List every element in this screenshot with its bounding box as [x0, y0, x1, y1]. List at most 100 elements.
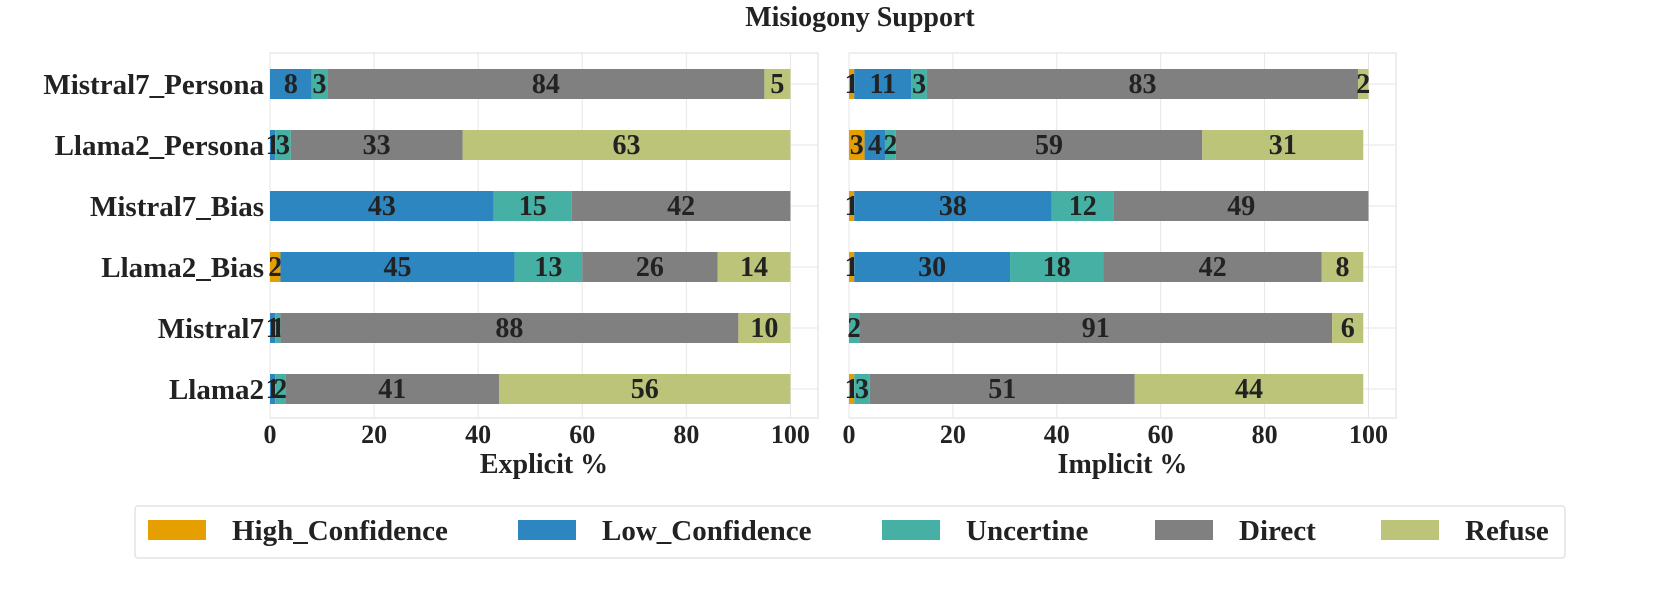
bar-low-confidence: [854, 69, 912, 99]
legend-label: Low_Confidence: [602, 515, 812, 547]
bar-value-label: 63: [612, 130, 640, 161]
bar-high-confidence: [849, 191, 855, 221]
bar-value-label: 2: [884, 130, 898, 161]
bar-value-label: 38: [939, 191, 967, 222]
bar-refuse: [1358, 69, 1369, 99]
plot-area: [269, 52, 819, 419]
bar-value-label: 44: [1235, 374, 1263, 405]
x-axis-label: Implicit %: [1058, 449, 1188, 480]
bar-value-label: 42: [667, 191, 695, 222]
x-tick-label: 40: [1044, 420, 1070, 449]
bar-value-label: 59: [1035, 130, 1063, 161]
bar-value-label: 26: [636, 252, 664, 283]
bar-high-confidence: [849, 252, 855, 282]
bar-value-label: 6: [1341, 313, 1355, 344]
y-tick-label: Mistral7_Bias: [90, 191, 264, 223]
bar-value-label: 51: [988, 374, 1016, 405]
x-tick-label: 20: [940, 420, 966, 449]
legend-label: Refuse: [1465, 515, 1549, 547]
x-tick-label: 100: [1349, 420, 1388, 449]
bar-value-label: 4: [868, 130, 882, 161]
bar-value-label: 43: [368, 191, 396, 222]
legend-label: Direct: [1239, 515, 1316, 547]
bar-low-confidence: [270, 69, 312, 99]
bar-low-confidence: [854, 191, 1052, 221]
bar-value-label: 49: [1227, 191, 1255, 222]
bar-value-label: 11: [870, 69, 896, 100]
bar-direct: [582, 252, 718, 282]
bar-value-label: 31: [1269, 130, 1297, 161]
bar-value-label: 3: [855, 374, 869, 405]
x-tick-label: 0: [843, 420, 856, 449]
bar-direct: [1113, 191, 1369, 221]
y-tick-label: Llama2_Persona: [55, 130, 265, 162]
bar-low-confidence: [270, 374, 276, 404]
bar-value-label: 84: [532, 69, 560, 100]
bar-uncertine: [1010, 252, 1104, 282]
bar-refuse: [498, 374, 791, 404]
bar-refuse: [738, 313, 791, 343]
bar-value-label: 2: [268, 252, 282, 283]
bar-direct: [280, 313, 739, 343]
bar-refuse: [717, 252, 791, 282]
x-tick-label: 80: [673, 420, 699, 449]
bar-direct: [285, 374, 499, 404]
y-tick-label: Mistral7_Persona: [43, 69, 264, 101]
bar-refuse: [1134, 374, 1364, 404]
bar-value-label: 8: [1335, 252, 1349, 283]
bar-value-label: 3: [850, 130, 864, 161]
bar-refuse: [1321, 252, 1364, 282]
bar-uncertine: [854, 374, 870, 404]
bar-value-label: 3: [912, 69, 926, 100]
bar-value-label: 3: [312, 69, 326, 100]
bar-value-label: 18: [1043, 252, 1071, 283]
bar-direct: [895, 130, 1203, 160]
plot-area: [848, 52, 1397, 419]
bar-value-label: 10: [750, 313, 778, 344]
bar-value-label: 15: [519, 191, 547, 222]
bar-uncertine: [311, 69, 328, 99]
bar-value-label: 56: [631, 374, 659, 405]
bar-direct: [571, 191, 791, 221]
legend-frame: [134, 505, 1566, 559]
bar-value-label: 2: [1356, 69, 1370, 100]
legend-swatch: [1381, 520, 1439, 540]
bar-value-label: 42: [1199, 252, 1227, 283]
bar-uncertine: [275, 313, 281, 343]
bar-value-label: 14: [740, 252, 768, 283]
legend-swatch: [518, 520, 576, 540]
bar-high-confidence: [270, 252, 281, 282]
x-tick-label: 60: [569, 420, 595, 449]
bar-direct: [926, 69, 1359, 99]
bar-refuse: [1202, 130, 1364, 160]
bar-value-label: 33: [363, 130, 391, 161]
bar-value-label: 13: [534, 252, 562, 283]
bar-uncertine: [275, 374, 286, 404]
bar-value-label: 5: [770, 69, 784, 100]
bar-uncertine: [911, 69, 927, 99]
legend-swatch: [148, 520, 206, 540]
bar-value-label: 41: [378, 374, 406, 405]
bar-direct: [1103, 252, 1322, 282]
x-tick-label: 40: [465, 420, 491, 449]
bar-direct: [290, 130, 463, 160]
bar-direct: [327, 69, 765, 99]
bar-uncertine: [514, 252, 583, 282]
legend-swatch: [882, 520, 940, 540]
x-tick-label: 0: [264, 420, 277, 449]
y-tick-label: Llama2: [169, 374, 264, 406]
legend-label: Uncertine: [966, 515, 1089, 547]
legend-swatch: [1155, 520, 1213, 540]
bar-refuse: [462, 130, 791, 160]
x-axis-label: Explicit %: [480, 449, 608, 480]
bar-value-label: 91: [1082, 313, 1110, 344]
x-tick-label: 100: [771, 420, 810, 449]
bar-low-confidence: [270, 191, 494, 221]
bar-value-label: 88: [495, 313, 523, 344]
bar-direct: [859, 313, 1333, 343]
bar-refuse: [1332, 313, 1364, 343]
bar-refuse: [764, 69, 791, 99]
